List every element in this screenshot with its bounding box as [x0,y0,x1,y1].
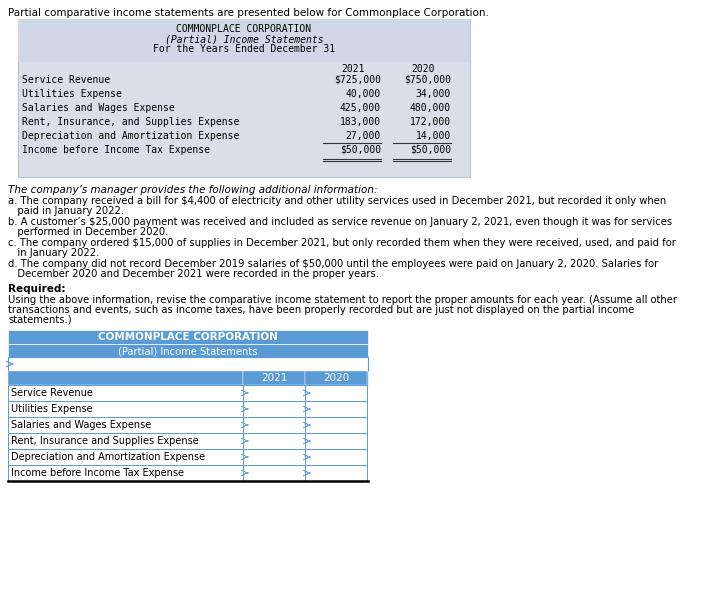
Text: Salaries and Wages Expense: Salaries and Wages Expense [22,103,174,113]
Bar [243,465,305,481]
Bar [8,433,243,449]
Text: 425,000: 425,000 [340,103,381,113]
Text: 480,000: 480,000 [410,103,451,113]
Text: Utilities Expense: Utilities Expense [22,89,122,99]
Bar [243,449,305,465]
Bar [8,357,368,371]
Bar [305,401,367,417]
Text: Service Revenue: Service Revenue [11,388,93,398]
Bar [8,371,368,385]
Bar [18,19,470,177]
Text: Rent, Insurance, and Supplies Expense: Rent, Insurance, and Supplies Expense [22,117,239,127]
Text: 27,000: 27,000 [346,131,381,141]
Text: COMMONPLACE CORPORATION: COMMONPLACE CORPORATION [98,332,278,342]
Text: Partial comparative income statements are presented below for Commonplace Corpor: Partial comparative income statements ar… [8,8,489,18]
Bar [8,330,368,344]
Bar [8,449,243,465]
Bar [8,371,243,385]
Text: b. A customer’s $25,000 payment was received and included as service revenue on : b. A customer’s $25,000 payment was rece… [8,217,672,227]
Bar [305,433,367,449]
Text: 2021: 2021 [261,373,287,383]
Bar [305,371,367,385]
Text: paid in January 2022.: paid in January 2022. [8,206,124,216]
Bar [243,401,305,417]
Bar [18,19,470,62]
Text: $50,000: $50,000 [340,145,381,155]
Text: December 2020 and December 2021 were recorded in the proper years.: December 2020 and December 2021 were rec… [8,269,379,279]
Text: 2021: 2021 [341,64,365,74]
Bar [305,449,367,465]
Bar [8,385,243,401]
Text: performed in December 2020.: performed in December 2020. [8,227,169,237]
Text: Depreciation and Amortization Expense: Depreciation and Amortization Expense [11,452,205,462]
Text: $50,000: $50,000 [410,145,451,155]
Text: 2020: 2020 [323,373,349,383]
Bar [243,371,305,385]
Text: Required:: Required: [8,284,66,294]
Text: statements.): statements.) [8,315,71,325]
Bar [305,417,367,433]
Text: $725,000: $725,000 [334,75,381,85]
Bar [243,385,305,401]
Bar [8,401,243,417]
Bar [8,344,368,357]
Text: Rent, Insurance and Supplies Expense: Rent, Insurance and Supplies Expense [11,436,199,446]
Text: Income before Income Tax Expense: Income before Income Tax Expense [11,468,184,478]
Text: (Partial) Income Statements: (Partial) Income Statements [118,346,257,356]
Text: a. The company received a bill for $4,400 of electricity and other utility servi: a. The company received a bill for $4,40… [8,196,666,206]
Text: Depreciation and Amortization Expense: Depreciation and Amortization Expense [22,131,239,141]
Text: transactions and events, such as income taxes, have been properly recorded but a: transactions and events, such as income … [8,305,634,315]
Text: c. The company ordered $15,000 of supplies in December 2021, but only recorded t: c. The company ordered $15,000 of suppli… [8,238,676,248]
Bar [8,465,243,481]
Bar [243,417,305,433]
Text: For the Years Ended December 31: For the Years Ended December 31 [153,44,335,54]
Text: Salaries and Wages Expense: Salaries and Wages Expense [11,420,151,430]
Text: COMMONPLACE CORPORATION: COMMONPLACE CORPORATION [177,24,311,34]
Text: Income before Income Tax Expense: Income before Income Tax Expense [22,145,210,155]
Text: (Partial) Income Statements: (Partial) Income Statements [164,34,323,44]
Text: 2020: 2020 [411,64,435,74]
Text: Service Revenue: Service Revenue [22,75,110,85]
Text: $750,000: $750,000 [404,75,451,85]
Text: in January 2022.: in January 2022. [8,248,99,258]
Text: 14,000: 14,000 [416,131,451,141]
Text: Using the above information, revise the comparative income statement to report t: Using the above information, revise the … [8,295,677,305]
Text: Utilities Expense: Utilities Expense [11,404,92,414]
Bar [305,385,367,401]
Text: The company’s manager provides the following additional information:: The company’s manager provides the follo… [8,185,378,195]
Text: d. The company did not record December 2019 salaries of $50,000 until the employ: d. The company did not record December 2… [8,259,658,269]
Bar [305,465,367,481]
Text: 40,000: 40,000 [346,89,381,99]
Text: 34,000: 34,000 [416,89,451,99]
Bar [243,433,305,449]
Text: 183,000: 183,000 [340,117,381,127]
Bar [8,417,243,433]
Text: 172,000: 172,000 [410,117,451,127]
